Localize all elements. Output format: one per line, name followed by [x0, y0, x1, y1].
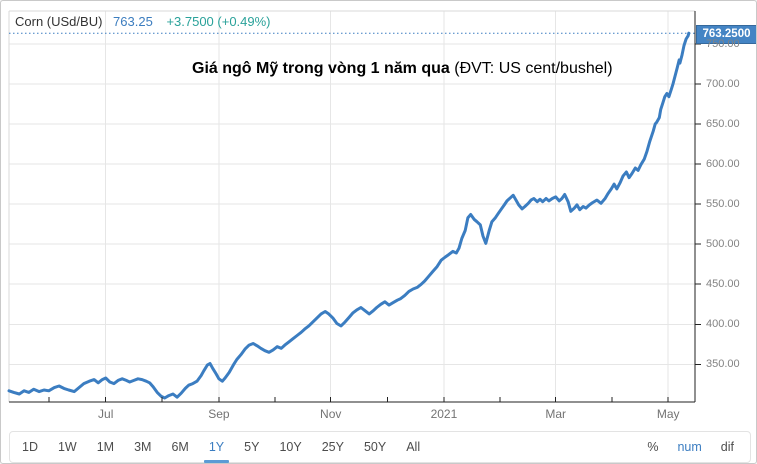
y-tick-label: 750.00: [706, 37, 740, 50]
range-button-all[interactable]: All: [406, 440, 421, 454]
x-tick-label: Mar: [545, 407, 567, 421]
range-button-1w[interactable]: 1W: [57, 440, 77, 454]
range-button-50y[interactable]: 50Y: [363, 440, 387, 454]
y-tick-label: 700.00: [706, 77, 740, 90]
x-tick-label: Sep: [208, 407, 230, 421]
y-tick-label: 450.00: [706, 278, 740, 291]
chart-title: Giá ngô Mỹ trong vòng 1 năm qua (ĐVT: US…: [192, 60, 613, 78]
mode-button-num[interactable]: num: [677, 440, 702, 454]
y-tick-label: 400.00: [706, 318, 740, 331]
range-button-1m[interactable]: 1M: [96, 440, 115, 454]
y-tick-label: 350.00: [706, 358, 740, 371]
range-button-3m[interactable]: 3M: [134, 440, 152, 454]
x-tick-label: Jul: [98, 407, 114, 421]
last-price: 763.25: [113, 14, 153, 29]
range-button-6m[interactable]: 6M: [171, 440, 189, 454]
mode-button-percent[interactable]: %: [647, 440, 659, 454]
price-change: +3.7500 (+0.49%): [166, 14, 271, 29]
y-tick-label: 550.00: [706, 198, 740, 211]
mode-button-dif[interactable]: dif: [720, 440, 734, 454]
range-button-10y[interactable]: 10Y: [279, 440, 302, 454]
range-button-1d[interactable]: 1D: [22, 440, 38, 454]
symbol-name: Corn (USd/BU): [15, 14, 103, 29]
current-price-label: 763.2500: [696, 25, 756, 44]
mode-buttons-group: % num dif: [645, 439, 736, 455]
range-button-1y[interactable]: 1Y: [203, 440, 230, 463]
x-tick-label: Nov: [320, 407, 342, 421]
y-tick-label: 600.00: [706, 158, 740, 171]
price-line-series: [7, 31, 691, 400]
y-tick-label: 500.00: [706, 238, 740, 251]
chart-title-unit: (ĐVT: US cent/bushel): [454, 60, 613, 77]
range-button-25y[interactable]: 25Y: [321, 440, 344, 454]
range-button-5y[interactable]: 5Y: [244, 440, 260, 454]
range-buttons-group: 1D 1W 1M 3M 6M 1Y 5Y 10Y 25Y 50Y All: [20, 439, 422, 463]
x-tick-label: 2021: [430, 407, 458, 421]
range-toolbar: 1D 1W 1M 3M 6M 1Y 5Y 10Y 25Y 50Y All % num dif: [9, 431, 751, 463]
chart-header: Corn (USd/BU) 763.25 +3.7500 (+0.49%): [15, 14, 271, 29]
chart-title-main: Giá ngô Mỹ trong vòng 1 năm qua: [192, 60, 450, 77]
x-tick-label: May: [656, 407, 680, 421]
y-tick-label: 650.00: [706, 117, 740, 130]
